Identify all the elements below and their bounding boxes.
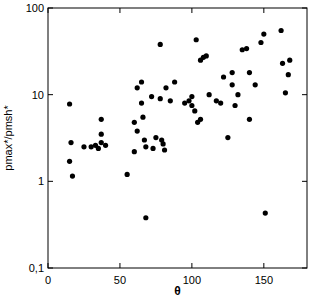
- point: [247, 117, 252, 122]
- point: [263, 210, 268, 215]
- point: [207, 92, 212, 97]
- point: [132, 120, 137, 125]
- point: [204, 53, 209, 58]
- point: [235, 92, 240, 97]
- point: [244, 46, 249, 51]
- x-tick: [191, 8, 192, 13]
- point: [139, 79, 144, 84]
- x-tick-label: 100: [183, 274, 201, 286]
- x-tick: [48, 8, 49, 13]
- y-tick-label: 10: [32, 89, 44, 101]
- point: [189, 94, 194, 99]
- point: [158, 42, 163, 47]
- point: [286, 72, 291, 77]
- point: [70, 173, 75, 178]
- x-axis-label: θ: [174, 284, 181, 298]
- y-tick: [302, 8, 307, 9]
- point: [67, 101, 72, 106]
- point: [135, 85, 140, 90]
- point: [139, 100, 144, 105]
- x-tick: [119, 8, 120, 13]
- point: [283, 90, 288, 95]
- point: [158, 96, 163, 101]
- y-tick: [48, 268, 53, 269]
- plot-frame: [48, 8, 307, 268]
- point: [253, 82, 258, 87]
- point: [247, 70, 252, 75]
- y-tick-label: 0,1: [29, 262, 44, 274]
- points: [67, 28, 292, 220]
- point: [132, 149, 137, 154]
- x-tick: [263, 263, 264, 268]
- y-axis-label: pmax*/pmsh*: [2, 105, 14, 171]
- point: [96, 146, 101, 151]
- point: [99, 117, 104, 122]
- point: [143, 215, 148, 220]
- x-tick: [263, 8, 264, 13]
- point: [168, 98, 173, 103]
- x-tick: [48, 263, 49, 268]
- point: [287, 58, 292, 63]
- point: [153, 135, 158, 140]
- point: [221, 74, 226, 79]
- y-tick: [48, 8, 53, 9]
- point: [140, 115, 145, 120]
- point: [149, 94, 154, 99]
- point: [161, 141, 166, 146]
- point: [99, 132, 104, 137]
- point: [261, 31, 266, 36]
- point: [172, 79, 177, 84]
- point: [258, 40, 263, 45]
- point: [68, 140, 73, 145]
- point: [125, 172, 130, 177]
- point: [143, 144, 148, 149]
- point: [279, 28, 284, 33]
- point: [230, 82, 235, 87]
- y-tick: [302, 94, 307, 95]
- x-tick-label: 50: [114, 274, 126, 286]
- point: [103, 143, 108, 148]
- y-tick: [302, 181, 307, 182]
- y-tick: [302, 268, 307, 269]
- point: [135, 128, 140, 133]
- point: [230, 70, 235, 75]
- y-tick: [48, 181, 53, 182]
- y-tick-label: 100: [26, 2, 44, 14]
- y-tick: [48, 94, 53, 95]
- point: [280, 61, 285, 66]
- point: [67, 159, 72, 164]
- chart: 0501001500,1110100θpmax*/pmsh*: [0, 0, 313, 299]
- point: [150, 146, 155, 151]
- point: [218, 100, 223, 105]
- x-tick-label: 0: [45, 274, 51, 286]
- y-tick-label: 1: [38, 175, 44, 187]
- point: [142, 137, 147, 142]
- point: [81, 144, 86, 149]
- point: [232, 103, 237, 108]
- point: [194, 37, 199, 42]
- point: [189, 103, 194, 108]
- point: [225, 135, 230, 140]
- x-tick: [191, 263, 192, 268]
- point: [198, 117, 203, 122]
- point: [192, 108, 197, 113]
- point: [163, 85, 168, 90]
- x-tick-label: 150: [255, 274, 273, 286]
- point: [99, 140, 104, 145]
- point: [162, 147, 167, 152]
- x-tick: [119, 263, 120, 268]
